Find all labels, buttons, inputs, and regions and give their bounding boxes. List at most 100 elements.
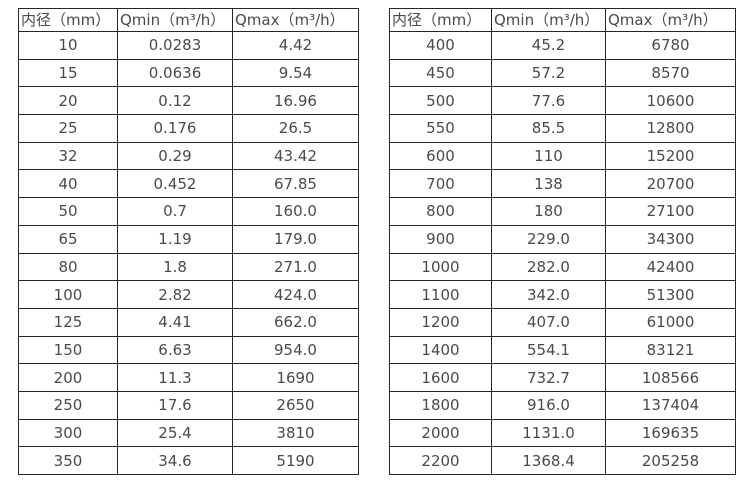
table-row: 900 229.0 34300 bbox=[389, 224, 736, 254]
flow-table-small-diameters: 内径（mm） Qmin（m³/h） Qmax（m³/h） 10 0.0283 4.4… bbox=[18, 8, 359, 475]
table-cell: 40 bbox=[18, 169, 118, 199]
table-cell: 179.0 bbox=[232, 224, 359, 254]
table-cell: 954.0 bbox=[232, 335, 359, 365]
column-header-diameter: 内径（mm） bbox=[389, 8, 492, 32]
table-cell: 125 bbox=[18, 307, 118, 337]
table-cell: 2000 bbox=[389, 418, 492, 448]
table-cell: 2.82 bbox=[117, 280, 233, 309]
table-cell: 20700 bbox=[605, 169, 736, 199]
table-row: 500 77.6 10600 bbox=[389, 86, 736, 116]
table-cell: 900 bbox=[389, 224, 492, 254]
table-cell: 0.452 bbox=[117, 169, 233, 199]
table-row: 1000 282.0 42400 bbox=[389, 252, 736, 282]
table-row: 25 0.176 26.5 bbox=[18, 114, 359, 143]
table-cell: 1690 bbox=[232, 363, 359, 392]
table-row: 600 110 15200 bbox=[389, 141, 736, 171]
table-row: 2000 1131.0 169635 bbox=[389, 418, 736, 448]
table-cell: 2650 bbox=[232, 390, 359, 420]
table-cell: 1600 bbox=[389, 363, 492, 392]
table-cell: 0.176 bbox=[117, 114, 233, 143]
table-cell: 42400 bbox=[605, 252, 736, 282]
table-row: 700 138 20700 bbox=[389, 169, 736, 199]
table-row: 400 45.2 6780 bbox=[389, 31, 736, 60]
table-cell: 342.0 bbox=[491, 280, 606, 309]
table-cell: 600 bbox=[389, 141, 492, 171]
table-row: 1200 407.0 61000 bbox=[389, 307, 736, 337]
table-cell: 450 bbox=[389, 58, 492, 88]
table-cell: 10 bbox=[18, 31, 118, 60]
table-cell: 1.8 bbox=[117, 252, 233, 282]
table-cell: 1131.0 bbox=[491, 418, 606, 448]
table-cell: 407.0 bbox=[491, 307, 606, 337]
table-cell: 1100 bbox=[389, 280, 492, 309]
table-cell: 4.42 bbox=[232, 31, 359, 60]
table-cell: 662.0 bbox=[232, 307, 359, 337]
table-cell: 20 bbox=[18, 86, 118, 116]
table-cell: 200 bbox=[18, 363, 118, 392]
table-row: 65 1.19 179.0 bbox=[18, 224, 359, 254]
table-cell: 800 bbox=[389, 197, 492, 226]
table-row: 125 4.41 662.0 bbox=[18, 307, 359, 337]
table-row: 15 0.0636 9.54 bbox=[18, 58, 359, 88]
table-cell: 17.6 bbox=[117, 390, 233, 420]
table-cell: 77.6 bbox=[491, 86, 606, 116]
table-cell: 34.6 bbox=[117, 446, 233, 475]
table-cell: 732.7 bbox=[491, 363, 606, 392]
table-cell: 4.41 bbox=[117, 307, 233, 337]
table-row: 200 11.3 1690 bbox=[18, 363, 359, 392]
table-cell: 27100 bbox=[605, 197, 736, 226]
table-cell: 1800 bbox=[389, 390, 492, 420]
table-row: 80 1.8 271.0 bbox=[18, 252, 359, 282]
table-cell: 26.5 bbox=[232, 114, 359, 143]
table-cell: 137404 bbox=[605, 390, 736, 420]
table-cell: 83121 bbox=[605, 335, 736, 365]
table-cell: 8570 bbox=[605, 58, 736, 88]
table-cell: 12800 bbox=[605, 114, 736, 143]
table-row: 1100 342.0 51300 bbox=[389, 280, 736, 309]
table-row: 550 85.5 12800 bbox=[389, 114, 736, 143]
table-cell: 9.54 bbox=[232, 58, 359, 88]
table-row: 2200 1368.4 205258 bbox=[389, 446, 736, 475]
column-header-diameter: 内径（mm） bbox=[18, 8, 118, 32]
table-row: 40 0.452 67.85 bbox=[18, 169, 359, 199]
table-cell: 108566 bbox=[605, 363, 736, 392]
table-cell: 1368.4 bbox=[491, 446, 606, 475]
table-cell: 43.42 bbox=[232, 141, 359, 171]
flow-table-large-diameters: 内径（mm） Qmin（m³/h） Qmax（m³/h） 400 45.2 6780… bbox=[389, 8, 736, 475]
table-row: 1400 554.1 83121 bbox=[389, 335, 736, 365]
table-row: 450 57.2 8570 bbox=[389, 58, 736, 88]
table-cell: 554.1 bbox=[491, 335, 606, 365]
table-row: 10 0.0283 4.42 bbox=[18, 31, 359, 60]
table-row: 1800 916.0 137404 bbox=[389, 390, 736, 420]
table-cell: 500 bbox=[389, 86, 492, 116]
table-row: 100 2.82 424.0 bbox=[18, 280, 359, 309]
table-cell: 80 bbox=[18, 252, 118, 282]
table-row: 50 0.7 160.0 bbox=[18, 197, 359, 226]
table-cell: 550 bbox=[389, 114, 492, 143]
table-cell: 229.0 bbox=[491, 224, 606, 254]
table-cell: 1.19 bbox=[117, 224, 233, 254]
table-cell: 1000 bbox=[389, 252, 492, 282]
table-cell: 57.2 bbox=[491, 58, 606, 88]
table-cell: 100 bbox=[18, 280, 118, 309]
table-cell: 0.12 bbox=[117, 86, 233, 116]
table-cell: 11.3 bbox=[117, 363, 233, 392]
table-cell: 916.0 bbox=[491, 390, 606, 420]
table-cell: 25.4 bbox=[117, 418, 233, 448]
table-row: 800 180 27100 bbox=[389, 197, 736, 226]
table-cell: 0.0636 bbox=[117, 58, 233, 88]
table-cell: 0.0283 bbox=[117, 31, 233, 60]
table-cell: 180 bbox=[491, 197, 606, 226]
table-cell: 3810 bbox=[232, 418, 359, 448]
table-cell: 51300 bbox=[605, 280, 736, 309]
table-cell: 67.85 bbox=[232, 169, 359, 199]
table-header-row: 内径（mm） Qmin（m³/h） Qmax（m³/h） bbox=[18, 8, 359, 32]
table-row: 1600 732.7 108566 bbox=[389, 363, 736, 392]
table-cell: 138 bbox=[491, 169, 606, 199]
table-cell: 34300 bbox=[605, 224, 736, 254]
table-cell: 250 bbox=[18, 390, 118, 420]
table-row: 350 34.6 5190 bbox=[18, 446, 359, 475]
table-cell: 10600 bbox=[605, 86, 736, 116]
table-cell: 160.0 bbox=[232, 197, 359, 226]
table-cell: 282.0 bbox=[491, 252, 606, 282]
